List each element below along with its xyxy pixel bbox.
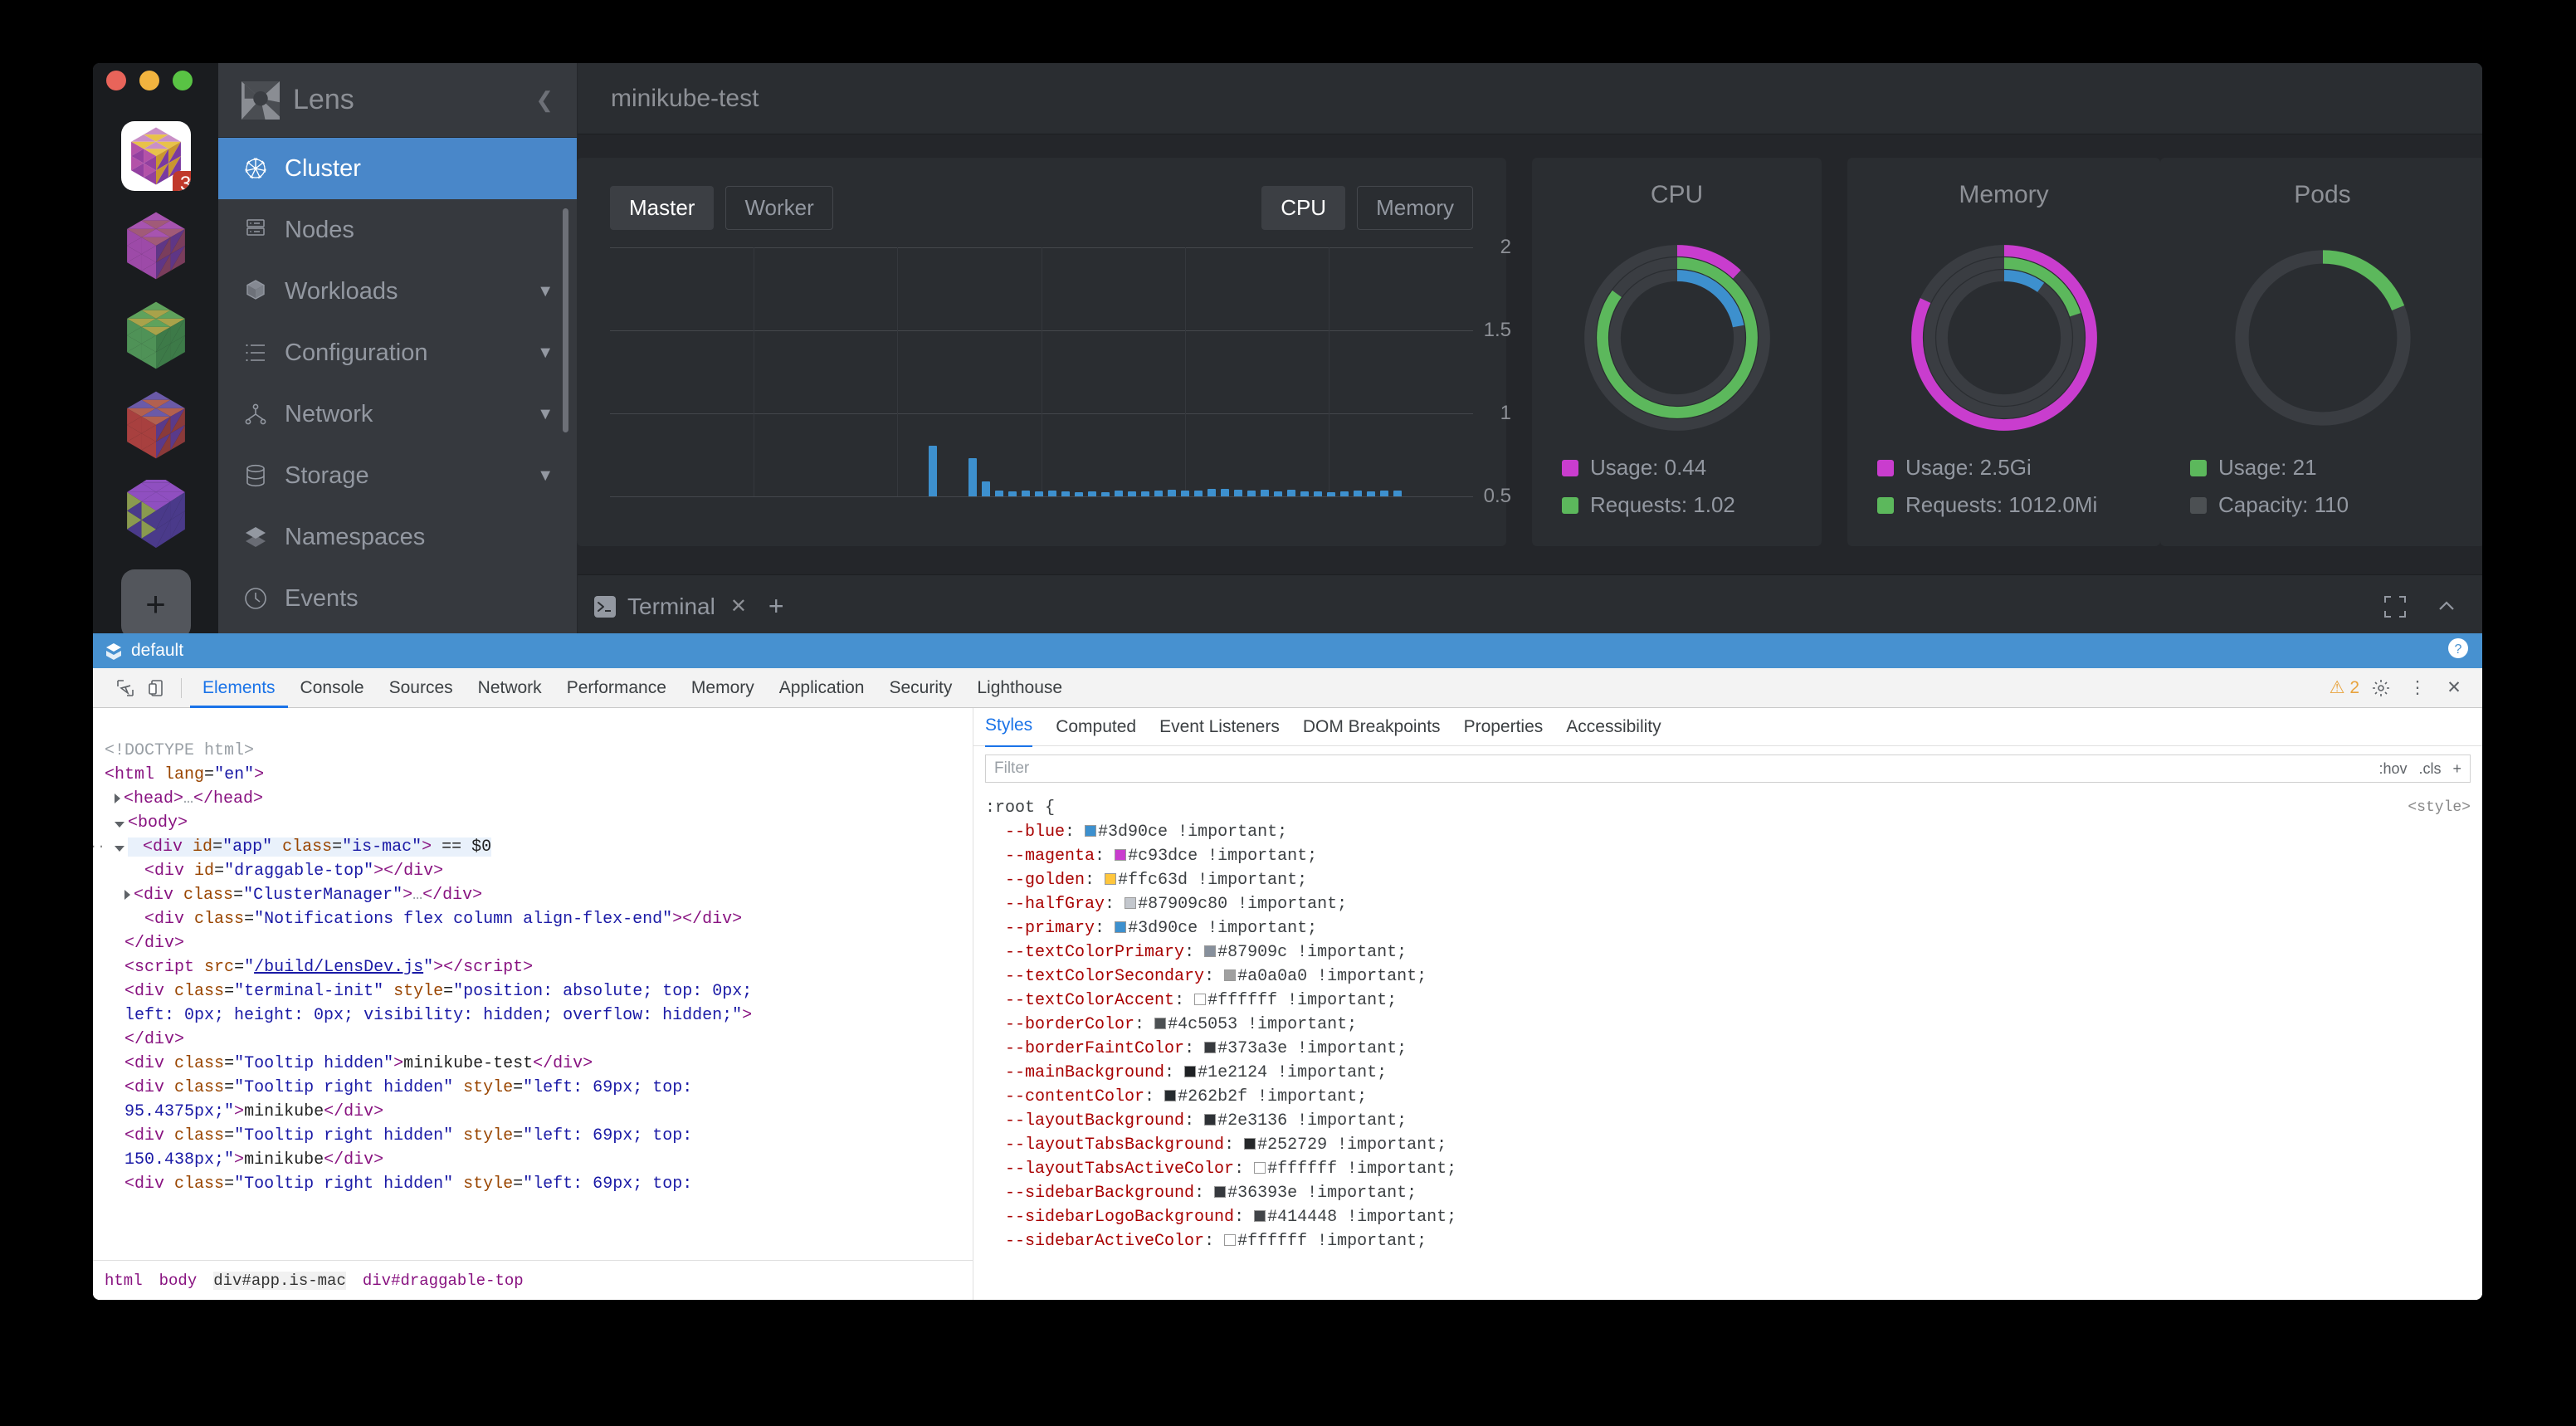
svg-text:?: ? [2455, 642, 2462, 657]
